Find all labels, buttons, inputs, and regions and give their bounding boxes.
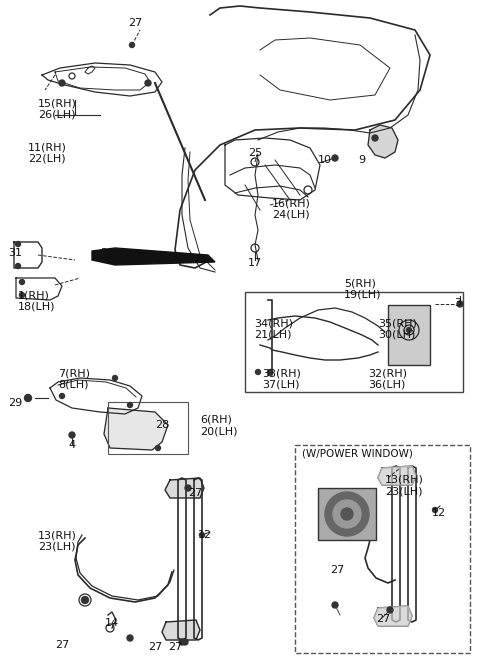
Text: 14: 14	[105, 618, 119, 628]
Text: 16(RH)
24(LH): 16(RH) 24(LH)	[272, 198, 311, 220]
Bar	[388, 305, 430, 365]
Text: 33(RH)
37(LH): 33(RH) 37(LH)	[262, 368, 301, 390]
Circle shape	[185, 485, 191, 491]
Text: 13(RH)
23(LH): 13(RH) 23(LH)	[385, 475, 424, 497]
Text: 27: 27	[128, 18, 142, 28]
Circle shape	[112, 376, 118, 380]
Circle shape	[156, 446, 160, 450]
Text: 25: 25	[248, 148, 262, 158]
Bar	[245, 292, 463, 392]
Text: 27: 27	[188, 488, 202, 498]
Bar	[108, 402, 188, 454]
Text: 4: 4	[68, 440, 75, 450]
Circle shape	[145, 80, 151, 86]
Circle shape	[69, 432, 75, 438]
Text: (W/POWER WINDOW): (W/POWER WINDOW)	[302, 448, 413, 458]
Circle shape	[130, 42, 134, 48]
Text: 27: 27	[330, 565, 344, 575]
Polygon shape	[374, 606, 412, 626]
Circle shape	[457, 301, 463, 307]
Polygon shape	[165, 478, 204, 498]
Text: 9: 9	[358, 155, 365, 165]
Polygon shape	[92, 248, 215, 265]
Circle shape	[387, 607, 393, 613]
Polygon shape	[162, 620, 200, 640]
Circle shape	[82, 596, 88, 604]
Circle shape	[332, 155, 338, 161]
Text: 32(RH)
36(LH): 32(RH) 36(LH)	[368, 368, 407, 390]
Text: 15(RH)
26(LH): 15(RH) 26(LH)	[38, 98, 77, 120]
Circle shape	[200, 533, 204, 537]
Circle shape	[182, 639, 188, 645]
Text: 27: 27	[55, 640, 69, 650]
Bar	[295, 445, 470, 653]
Bar	[318, 488, 376, 540]
Circle shape	[20, 293, 24, 297]
Polygon shape	[378, 466, 416, 485]
Circle shape	[332, 602, 338, 608]
Text: 7(RH)
8(LH): 7(RH) 8(LH)	[58, 368, 90, 390]
Text: 12: 12	[432, 508, 446, 518]
Circle shape	[325, 492, 369, 536]
Text: 27: 27	[168, 642, 182, 652]
Text: 5(RH)
19(LH): 5(RH) 19(LH)	[344, 278, 382, 299]
Circle shape	[407, 327, 411, 333]
Circle shape	[60, 394, 64, 398]
Text: 12: 12	[198, 530, 212, 540]
Circle shape	[128, 402, 132, 408]
Circle shape	[255, 369, 261, 374]
Circle shape	[432, 507, 437, 513]
Circle shape	[267, 369, 273, 374]
Circle shape	[372, 135, 378, 141]
Polygon shape	[368, 125, 398, 158]
Text: 17: 17	[248, 258, 262, 268]
Text: 35(RH)
30(LH): 35(RH) 30(LH)	[378, 318, 417, 339]
Text: 28: 28	[155, 420, 169, 430]
Text: 10: 10	[318, 155, 332, 165]
Text: 2: 2	[100, 248, 107, 258]
Circle shape	[127, 635, 133, 641]
Text: 13(RH)
23(LH): 13(RH) 23(LH)	[38, 530, 77, 552]
Circle shape	[20, 280, 24, 284]
Circle shape	[179, 639, 185, 645]
Text: 11(RH)
22(LH): 11(RH) 22(LH)	[28, 142, 67, 163]
Text: 31: 31	[8, 248, 22, 258]
Text: 3: 3	[454, 298, 461, 308]
Circle shape	[24, 394, 32, 402]
Text: 1(RH)
18(LH): 1(RH) 18(LH)	[18, 290, 56, 311]
Circle shape	[59, 80, 65, 86]
Text: 27: 27	[148, 642, 162, 652]
Text: 6(RH)
20(LH): 6(RH) 20(LH)	[200, 415, 238, 437]
Text: 29: 29	[8, 398, 22, 408]
Circle shape	[15, 264, 21, 268]
Text: 27: 27	[376, 614, 390, 624]
Circle shape	[333, 500, 361, 528]
Circle shape	[15, 242, 21, 246]
Circle shape	[341, 508, 353, 520]
Polygon shape	[104, 408, 168, 450]
Text: 34(RH)
21(LH): 34(RH) 21(LH)	[254, 318, 293, 339]
